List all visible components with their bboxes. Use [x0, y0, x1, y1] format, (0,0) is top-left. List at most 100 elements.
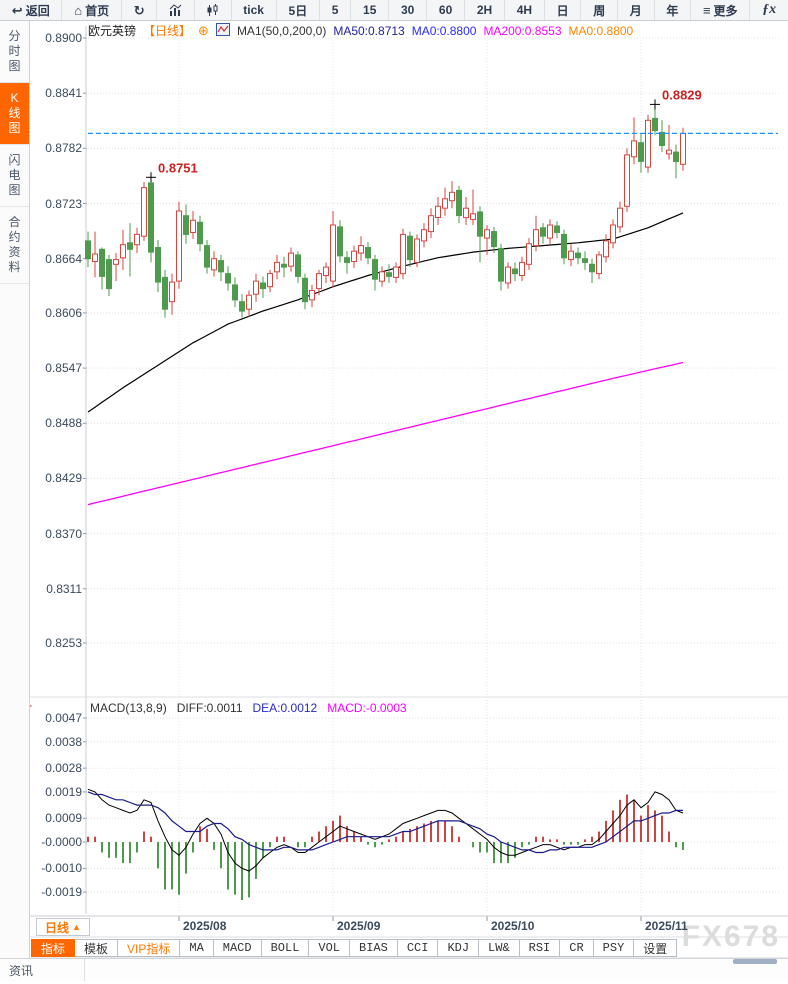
tab-BIAS[interactable]: BIAS — [350, 939, 398, 957]
ma0-orange-value: MA0:0.8800 — [568, 23, 634, 38]
toolbar-label: 30 — [400, 3, 415, 17]
toolbar-label: 返回 — [25, 3, 50, 18]
toolbar-fx-button[interactable]: ƒx — [750, 0, 788, 20]
svg-text:0.8829: 0.8829 — [662, 87, 702, 102]
x-axis-label: 2025/09 — [337, 919, 381, 933]
macd-axis-label: -0.0019 — [41, 885, 82, 900]
toolbar-label: tick — [243, 3, 264, 17]
toolbar-bar-chart-view-button[interactable] — [157, 0, 195, 20]
tab-CR[interactable]: CR — [560, 939, 594, 957]
tab-MACD[interactable]: MACD — [213, 939, 262, 957]
price-axis-label: 0.8429 — [45, 471, 82, 486]
price-axis-label: 0.8547 — [45, 361, 82, 376]
x-axis-label: 2025/11 — [645, 919, 688, 933]
bar-chart-icon — [169, 4, 182, 16]
toolbar-monthly-button[interactable]: 月 — [618, 0, 655, 20]
toolbar-5day-button[interactable]: 5日 — [277, 0, 321, 20]
toolbar-tick-button[interactable]: tick — [232, 0, 277, 20]
toolbar-label: 60 — [438, 3, 453, 17]
toolbar-back-button[interactable]: ↩ 返回 — [0, 0, 63, 20]
tab-LW&[interactable]: LW& — [479, 939, 520, 957]
tab-指标[interactable]: 指标 — [31, 939, 76, 957]
refresh-icon: ↻ — [133, 2, 145, 18]
tab-RSI[interactable]: RSI — [519, 939, 561, 957]
toolbar-label: 月 — [629, 3, 642, 18]
tab-BOLL[interactable]: BOLL — [261, 939, 310, 957]
ma200-value: MA200:0.8553 — [483, 23, 562, 38]
toolbar-more-button[interactable]: ≡ 更多 — [691, 0, 751, 20]
macd-params: MACD(13,8,9) — [90, 701, 167, 715]
macd-axis-label: 0.0019 — [45, 784, 82, 799]
tab-VOL[interactable]: VOL — [309, 939, 351, 957]
chart-header: 欧元英镑 【日线】 ⊕ MA1(50,0,200,0) MA50:0.8713 … — [88, 22, 634, 39]
bottom-bar: 资讯 — [0, 958, 788, 981]
tab-CCI[interactable]: CCI — [397, 939, 439, 957]
candlestick-icon — [207, 3, 218, 16]
macd-axis-label: 0.0009 — [45, 811, 82, 826]
ma50-line — [87, 212, 684, 413]
toolbar-candle-view-button[interactable] — [195, 0, 232, 20]
toolbar-2hour-button[interactable]: 2H — [465, 0, 505, 20]
macd-hist-value: MACD:-0.0003 — [327, 701, 407, 715]
macd-diff-line — [87, 788, 684, 872]
price-axis-label: 0.8488 — [45, 416, 82, 431]
high-annotation: 0.8829 — [650, 87, 702, 110]
toolbar-refresh-button[interactable]: ↻ — [122, 0, 158, 20]
candlestick-series — [85, 104, 686, 318]
tab-PSY[interactable]: PSY — [593, 939, 635, 957]
toolbar-4hour-button[interactable]: 4H — [505, 0, 545, 20]
toolbar-home-button[interactable]: ⌂ 首页 — [62, 0, 122, 20]
sidebar-item-time-chart[interactable]: 分时图 — [0, 21, 29, 83]
news-tab[interactable]: 资讯 — [0, 959, 85, 981]
add-compare-icon[interactable]: ⊕ — [198, 22, 209, 38]
toolbar-60min-button[interactable]: 60 — [427, 0, 466, 20]
macd-axis-label: -0.0010 — [41, 861, 82, 876]
macd-dea-line — [87, 791, 683, 854]
toolbar-label: 5 — [331, 3, 339, 17]
macd-axis-label: 0.0038 — [45, 734, 82, 749]
tab-模板[interactable]: 模板 — [75, 939, 119, 957]
sidebar-item-contract-info[interactable]: 合约资料 — [0, 207, 29, 284]
toolbar-30min-button[interactable]: 30 — [389, 0, 428, 20]
macd-diff-value: DIFF:0.0011 — [176, 701, 243, 715]
period-badge: 【日线】 — [143, 24, 192, 38]
macd-dea-value: DEA:0.0012 — [252, 701, 318, 715]
price-axis-label: 0.8841 — [45, 86, 82, 101]
toolbar-yearly-button[interactable]: 年 — [655, 0, 692, 20]
macd-axis-label: -0.0000 — [41, 835, 82, 849]
x-axis-label: 2025/08 — [183, 919, 227, 933]
toolbar-label: 年 — [666, 3, 679, 18]
price-axis-label: 0.8311 — [46, 581, 82, 596]
toolbar-5min-button[interactable]: 5 — [320, 0, 352, 20]
sidebar-item-lightning-chart[interactable]: 闪电图 — [0, 145, 29, 207]
macd-axis-label: 0.0047 — [45, 711, 82, 726]
price-axis-label: 0.8664 — [45, 251, 82, 266]
svg-text:0.8751: 0.8751 — [158, 160, 198, 175]
price-axis-label: 0.8900 — [45, 31, 82, 45]
toolbar-daily-button[interactable]: 日 — [545, 0, 582, 20]
period-selector[interactable]: 日线 ▲ — [36, 918, 90, 936]
mini-chart-icon[interactable] — [215, 22, 230, 39]
ma-settings-label[interactable]: MA1(50,0,200,0) — [236, 23, 327, 38]
horizontal-scrollbar[interactable] — [733, 959, 777, 964]
toolbar-label: 2H — [476, 3, 493, 17]
toolbar-weekly-button[interactable]: 周 — [581, 0, 618, 20]
watermark: FX678 — [681, 920, 780, 953]
x-axis-label: 2025/10 — [491, 919, 535, 933]
indicator-tabs: 指标 模板 VIP指标 MA MACD BOLL VOL BIAS CCI KDJ LW& RSI CR… — [31, 939, 678, 957]
toolbar-label: 更多 — [713, 3, 738, 18]
symbol-name: 欧元英镑 — [88, 24, 137, 38]
toolbar-15min-button[interactable]: 15 — [351, 0, 390, 20]
price-axis-label: 0.8782 — [45, 141, 82, 156]
tab-KDJ[interactable]: KDJ — [438, 939, 480, 957]
toolbar: ↩ 返回 ⌂ 首页 ↻ tick 5日 5 15 30 60 2H 4H 日周月 年 ≡ 更多 ƒx — [0, 0, 788, 21]
tab-设置[interactable]: 设置 — [634, 939, 678, 957]
price-axis-label: 0.8370 — [45, 526, 82, 541]
period-selector-label: 日线 — [45, 920, 70, 935]
tab-VIP指标[interactable]: VIP指标 — [118, 939, 181, 957]
tab-MA[interactable]: MA — [180, 939, 214, 957]
toolbar-label: 首页 — [85, 3, 110, 18]
